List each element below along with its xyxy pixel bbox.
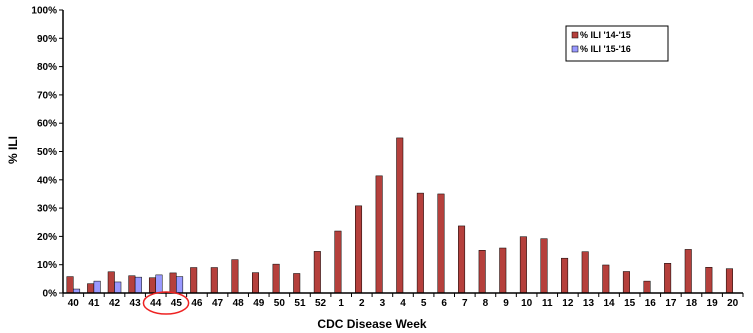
x-tick-label: 41 <box>88 298 100 309</box>
x-tick-label: 2 <box>359 298 365 309</box>
bar-series-1 <box>499 247 507 294</box>
legend-label-15-16: % ILI '15-'16 <box>580 44 631 54</box>
x-tick-label: 48 <box>233 298 245 309</box>
y-tick-label: 90% <box>37 34 57 45</box>
bar-series-1 <box>396 137 404 294</box>
bars <box>66 137 733 294</box>
x-tick-label: 16 <box>645 298 657 309</box>
bar-series-2 <box>93 280 101 294</box>
x-tick-label: 47 <box>212 298 224 309</box>
x-tick-label: 10 <box>521 298 533 309</box>
x-tick-label: 11 <box>542 298 553 309</box>
bar-series-1 <box>602 264 610 294</box>
bar-series-1 <box>293 273 301 294</box>
legend: % ILI '14-'15 % ILI '15-'16 <box>565 25 669 62</box>
y-axis-title: % ILI <box>6 136 20 164</box>
bar-series-1 <box>519 236 527 294</box>
y-tick-label: 100% <box>31 6 57 17</box>
bar-series-1 <box>66 276 74 294</box>
x-tick-label: 1 <box>338 298 344 309</box>
x-tick-label: 7 <box>462 298 468 309</box>
x-tick-label: 5 <box>421 298 427 309</box>
bar-series-1 <box>540 238 548 294</box>
bar-series-1 <box>210 267 218 294</box>
legend-swatch-14-15 <box>571 31 579 39</box>
x-tick-label: 46 <box>191 298 203 309</box>
bar-series-1 <box>355 205 363 294</box>
x-tick-label: 50 <box>274 298 286 309</box>
bar-series-1 <box>643 280 651 294</box>
x-tick-label: 19 <box>707 298 719 309</box>
bar-series-1 <box>107 271 115 294</box>
bar-series-1 <box>128 275 136 294</box>
bar-series-1 <box>416 192 424 294</box>
x-tick-label: 43 <box>130 298 142 309</box>
x-tick-label: 45 <box>171 298 183 309</box>
x-tick-label: 51 <box>294 298 306 309</box>
x-tick-label: 6 <box>441 298 447 309</box>
bar-series-1 <box>148 277 156 294</box>
x-axis-ticks: 40 41 42 43 44 45 46 47 48 49 50 51 52 1 2 3 4 5 6 7 8 9 10 11 1… <box>62 293 744 309</box>
bar-series-1 <box>190 267 198 294</box>
x-tick-label: 17 <box>665 298 677 309</box>
legend-swatch-15-16 <box>571 45 579 53</box>
y-tick-label: 50% <box>37 147 57 158</box>
bar-series-2 <box>114 281 122 294</box>
bar-series-1 <box>252 272 260 294</box>
y-tick-label: 80% <box>37 62 57 73</box>
bar-series-1 <box>87 283 95 294</box>
x-tick-label: 13 <box>583 298 595 309</box>
bar-series-2 <box>134 276 142 294</box>
bar-series-1 <box>478 250 486 294</box>
y-tick-label: 40% <box>37 175 57 186</box>
x-tick-label: 18 <box>686 298 698 309</box>
bar-series-1 <box>334 230 342 294</box>
bar-series-1 <box>684 249 692 294</box>
x-tick-label: 40 <box>68 298 80 309</box>
bar-series-1 <box>705 266 713 294</box>
bar-series-1 <box>725 268 733 294</box>
bar-series-1 <box>622 271 630 294</box>
bar-series-1 <box>664 263 672 294</box>
x-tick-label: 9 <box>503 298 509 309</box>
bar-series-2 <box>155 274 163 294</box>
x-tick-label: 20 <box>727 298 739 309</box>
y-axis-ticks: 0% 10% 20% 30% 40% 50% 60% 70% 80% 90% 100% <box>31 6 63 300</box>
x-tick-label: 3 <box>380 298 386 309</box>
legend-label-14-15: % ILI '14-'15 <box>580 30 631 40</box>
x-tick-label: 15 <box>624 298 636 309</box>
x-tick-label: 44 <box>150 298 162 309</box>
bar-series-1 <box>313 251 321 294</box>
bar-series-2 <box>176 276 184 294</box>
bar-series-1 <box>437 193 445 294</box>
y-tick-label: 60% <box>37 119 57 130</box>
bar-series-1 <box>375 175 383 294</box>
bar-series-1 <box>581 251 589 294</box>
y-tick-label: 70% <box>37 90 57 101</box>
x-tick-label: 4 <box>400 298 406 309</box>
y-tick-label: 10% <box>37 260 57 271</box>
highlight-circle <box>142 291 190 315</box>
x-tick-label: 12 <box>562 298 574 309</box>
legend-box <box>565 25 669 62</box>
x-axis-title: CDC Disease Week <box>317 317 426 331</box>
x-tick-label: 42 <box>109 298 121 309</box>
x-tick-label: 8 <box>483 298 489 309</box>
x-tick-label: 52 <box>315 298 327 309</box>
y-tick-label: 0% <box>43 289 58 300</box>
x-tick-label: 49 <box>253 298 265 309</box>
y-tick-label: 30% <box>37 204 57 215</box>
x-tick-label: 14 <box>603 298 615 309</box>
bar-series-1 <box>231 259 239 294</box>
y-tick-label: 20% <box>37 232 57 243</box>
bar-series-1 <box>561 257 569 294</box>
bar-series-1 <box>169 272 177 294</box>
bar-series-1 <box>272 263 280 294</box>
bar-series-1 <box>458 225 466 294</box>
